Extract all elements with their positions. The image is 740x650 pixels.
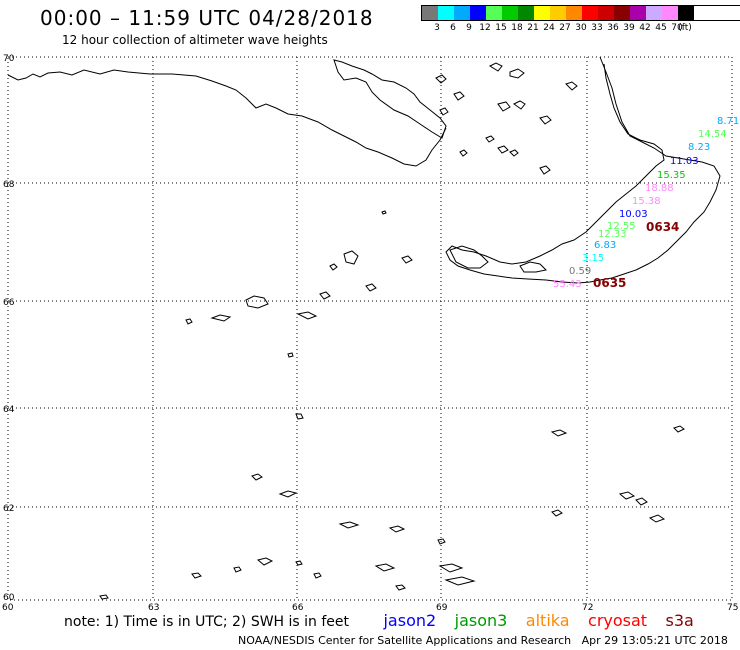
- axis-labels: 70 68 66 64 62 60 60 63 66 69 72 75: [2, 54, 738, 613]
- legend-tick-label: 70: [671, 23, 683, 33]
- lon-tick-label: 69: [436, 603, 448, 613]
- legend-swatch: [550, 6, 566, 20]
- legend-tick-label: 6: [450, 23, 456, 33]
- pass-times: 0634 0635: [593, 220, 679, 290]
- coastlines: [7, 56, 721, 600]
- wave-height-label: 8.23: [688, 142, 710, 153]
- pass-time-label: 0635: [593, 276, 626, 290]
- page-subtitle: 12 hour collection of altimeter wave hei…: [62, 33, 328, 47]
- legend-tick-label: 45: [655, 23, 667, 33]
- wave-height-label: 10.03: [619, 209, 648, 220]
- legend-tick-label: 21: [527, 23, 539, 33]
- legend-tick-label: 33: [591, 23, 603, 33]
- legend-tick-label: 3: [434, 23, 440, 33]
- wave-height-label: 15.38: [632, 196, 661, 207]
- legend-tick-label: 9: [466, 23, 472, 33]
- legend-labels: 3 6 9 12 15 18 21 24 27 30 33 36 39 42 45 70 (ft): [421, 21, 740, 35]
- pass-time-label: 0634: [646, 220, 679, 234]
- legend-swatch: [678, 6, 694, 20]
- wave-height-values: 8.71 14.54 8.23 11.03 15.35 18.88 15.38 …: [553, 116, 739, 290]
- lon-tick-label: 72: [582, 603, 593, 613]
- lon-tick-label: 75: [727, 603, 738, 613]
- legend-tick-label: 30: [575, 23, 587, 33]
- lat-tick-label: 68: [3, 180, 15, 190]
- footer-note: note: 1) Time is in UTC; 2) SWH is in fe…: [64, 611, 708, 630]
- legend-swatch: [662, 6, 678, 20]
- lon-tick-label: 63: [148, 603, 159, 613]
- legend-unit-label: (ft): [678, 23, 692, 33]
- lat-tick-label: 64: [3, 405, 15, 415]
- wave-height-label: 8.71: [717, 116, 739, 127]
- legend-tick-label: 39: [623, 23, 635, 33]
- lat-tick-label: 62: [3, 504, 14, 514]
- lon-tick-label: 66: [292, 603, 304, 613]
- wave-height-label: 3.15: [582, 253, 604, 264]
- wave-height-label: 14.54: [698, 129, 727, 140]
- lon-tick-label: 60: [2, 603, 14, 613]
- legend-swatch: [518, 6, 534, 20]
- legend-tick-label: 15: [495, 23, 507, 33]
- lat-tick-label: 70: [3, 54, 15, 64]
- satellite-cryosat-label: cryosat: [588, 611, 648, 630]
- legend-swatch: [598, 6, 614, 20]
- wave-height-label: 55.43: [553, 279, 582, 290]
- wave-height-label: 12.55: [607, 221, 636, 232]
- legend-tick-label: 24: [543, 23, 555, 33]
- map-frame: [7, 56, 733, 601]
- legend-swatch: [454, 6, 470, 20]
- legend-color-bar: [421, 5, 740, 21]
- legend-swatch: [422, 6, 438, 20]
- satellite-jason3-label: jason3: [454, 611, 508, 630]
- legend-swatch: [502, 6, 518, 20]
- legend-tick-label: 12: [479, 23, 491, 33]
- legend-tick-label: 42: [639, 23, 651, 33]
- wave-height-label: 18.88: [645, 183, 674, 194]
- legend-tick-label: 36: [607, 23, 619, 33]
- wave-height-label: 12.33: [598, 229, 627, 240]
- legend-swatch: [630, 6, 646, 20]
- satellite-altika-label: altika: [525, 611, 570, 630]
- legend-tick-label: 27: [559, 23, 571, 33]
- satellite-jason2-label: jason2: [383, 611, 437, 630]
- color-legend: 3 6 9 12 15 18 21 24 27 30 33 36 39 42 45 70 (ft): [421, 5, 740, 35]
- legend-swatch: [534, 6, 550, 20]
- wave-height-label: 15.35: [657, 170, 686, 181]
- graticule: [8, 57, 732, 600]
- satellite-s3a-label: s3a: [665, 611, 694, 630]
- legend-swatch: [582, 6, 598, 20]
- legend-swatch: [646, 6, 662, 20]
- legend-tick-label: 18: [511, 23, 523, 33]
- page-title: 00:00 – 11:59 UTC 04/28/2018: [40, 6, 374, 30]
- lat-tick-label: 66: [3, 298, 15, 308]
- wave-height-label: 11.03: [670, 156, 699, 167]
- wave-height-label: 0.59: [569, 266, 591, 277]
- legend-swatch: [614, 6, 630, 20]
- wave-height-label: 6.83: [594, 240, 616, 251]
- lat-tick-label: 60: [3, 593, 15, 603]
- legend-swatch: [470, 6, 486, 20]
- note-text: note: 1) Time is in UTC; 2) SWH is in fe…: [64, 614, 350, 630]
- legend-swatch: [566, 6, 582, 20]
- legend-swatch: [486, 6, 502, 20]
- credit-line: NOAA/NESDIS Center for Satellite Applica…: [238, 634, 728, 647]
- legend-swatch: [438, 6, 454, 20]
